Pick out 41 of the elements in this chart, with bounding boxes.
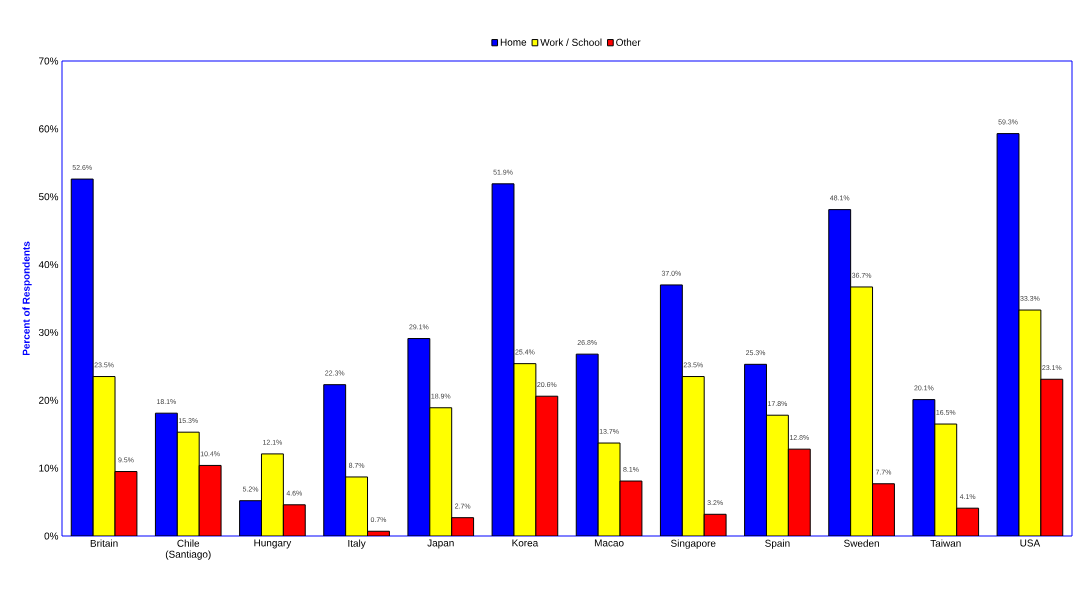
x-tick-label: Chile (Santiago) — [165, 539, 211, 560]
y-tick-label: 10% — [39, 464, 59, 472]
bar — [934, 424, 957, 536]
x-tick-label: Sweden — [844, 539, 879, 547]
bar — [850, 286, 873, 536]
x-tick-label: Singapore — [671, 539, 716, 549]
x-tick-label: Britain — [90, 539, 118, 547]
bar — [283, 504, 306, 536]
x-tick-label: Korea — [512, 539, 539, 547]
bar — [956, 508, 979, 536]
y-tick-label: 60% — [39, 125, 59, 133]
bar — [535, 396, 558, 536]
x-tick-label: Taiwan — [930, 539, 961, 547]
bar — [788, 449, 811, 536]
bar — [513, 363, 536, 536]
y-tick-label: 70% — [39, 57, 59, 65]
bar — [682, 376, 705, 536]
bar — [345, 476, 368, 536]
y-tick-label: 30% — [38, 328, 59, 336]
bar — [1018, 309, 1042, 536]
bar — [766, 415, 789, 536]
bar — [93, 376, 116, 536]
y-tick-label: 40% — [38, 261, 59, 269]
bar — [261, 453, 284, 536]
y-axis-title: Percent of Respondents — [22, 241, 32, 356]
bar — [177, 432, 200, 536]
bar — [429, 407, 452, 536]
legend-label: Other — [616, 38, 641, 46]
x-tick-label: Spain — [765, 539, 790, 549]
legend-label: Home — [500, 38, 527, 46]
y-tick-label: 0% — [44, 532, 59, 540]
y-tick-label: 20% — [39, 396, 59, 404]
legend-label: Work / School — [540, 38, 602, 46]
bar — [1040, 378, 1064, 536]
x-tick-label: Italy — [348, 539, 366, 549]
bar — [872, 483, 895, 536]
x-tick-label: Macao — [594, 539, 624, 547]
x-tick-label: USA — [1020, 539, 1041, 547]
y-tick-label: 50% — [38, 193, 59, 201]
x-tick-label: Hungary — [254, 539, 292, 549]
x-tick-label: Japan — [427, 539, 454, 549]
